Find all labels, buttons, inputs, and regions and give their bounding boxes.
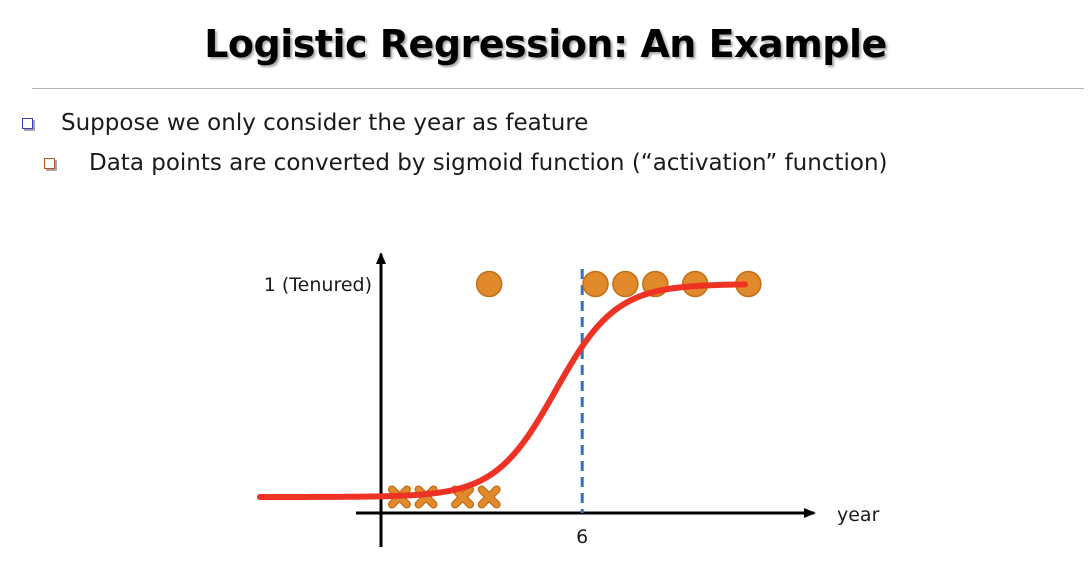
title-divider [32, 88, 1084, 89]
bullet-primary: Suppose we only consider the year as fea… [22, 110, 588, 136]
square-bullet-icon [44, 157, 55, 169]
square-bullet-icon [22, 117, 33, 129]
sigmoid-curve [256, 281, 749, 500]
positive-point [612, 270, 639, 298]
positive-point [582, 270, 609, 298]
bullet-secondary-text: Data points are converted by sigmoid fun… [89, 150, 888, 176]
bullet-secondary: Data points are converted by sigmoid fun… [44, 150, 888, 176]
x-axis-label: year [837, 504, 880, 526]
page-title: Logistic Regression: An Example [204, 22, 887, 66]
y-tick-label: 1 (Tenured) [264, 274, 372, 296]
x-tick-label: 6 [576, 526, 588, 548]
positive-point [475, 270, 503, 298]
bullet-primary-text: Suppose we only consider the year as fea… [61, 110, 589, 136]
negative-point-x-icon [477, 485, 501, 509]
